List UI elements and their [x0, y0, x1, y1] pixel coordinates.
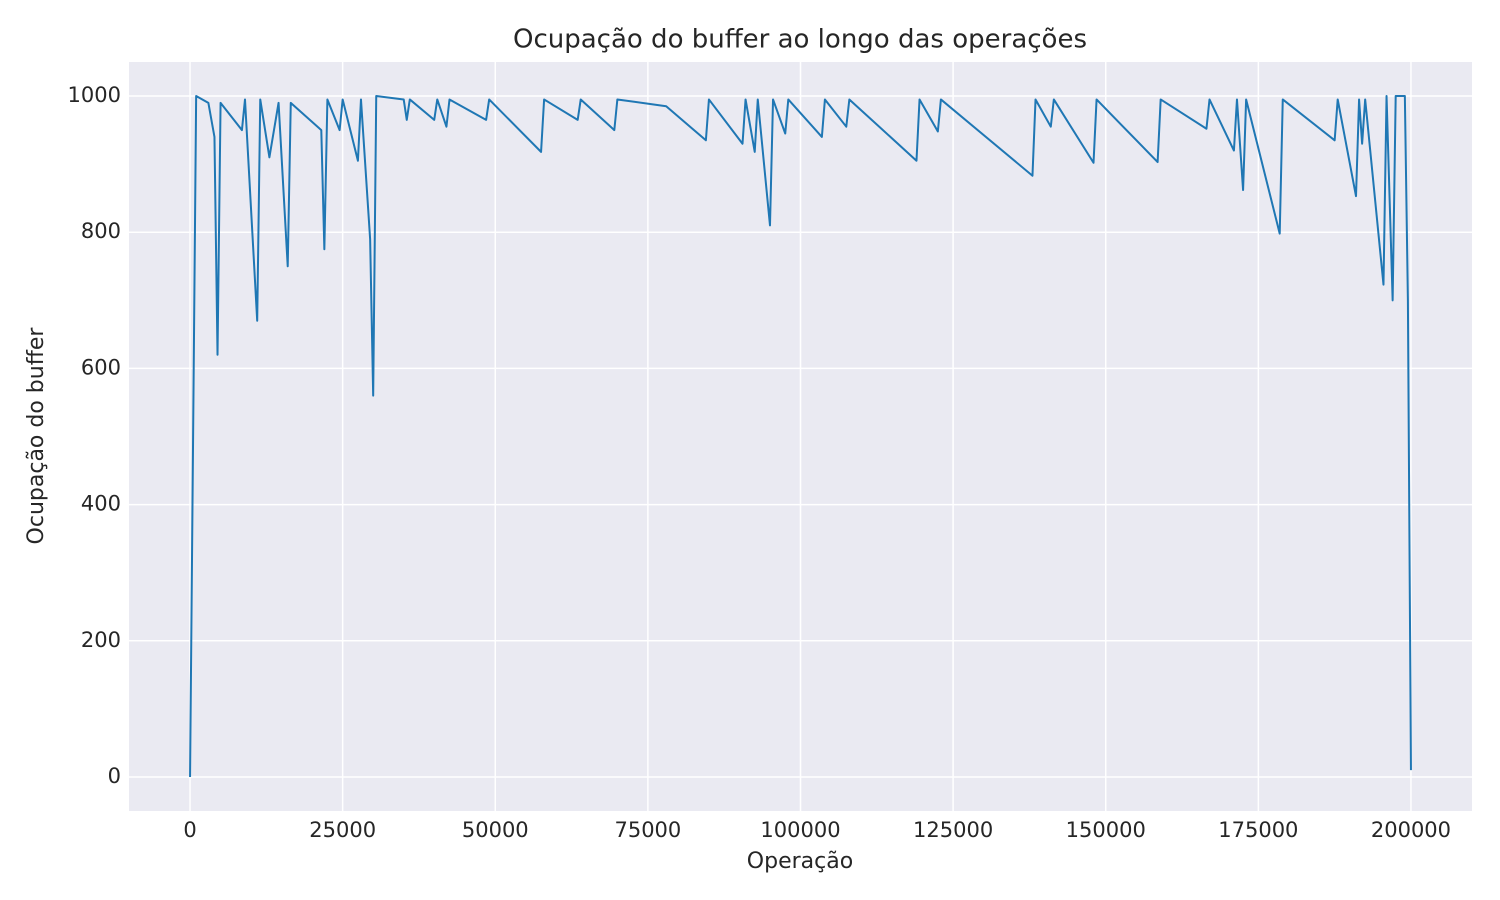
- y-tick-label: 600: [81, 355, 121, 379]
- x-tick-label: 200000: [1371, 818, 1451, 842]
- y-tick-label: 1000: [68, 83, 121, 107]
- x-tick-label: 150000: [1066, 818, 1146, 842]
- x-tick-label: 175000: [1218, 818, 1298, 842]
- y-axis-label: Ocupação do buffer: [24, 327, 49, 545]
- y-tick-label: 800: [81, 219, 121, 243]
- x-tick-label: 75000: [614, 818, 681, 842]
- x-axis-label: Operação: [747, 849, 853, 874]
- y-tick-label: 400: [81, 492, 121, 516]
- data-line: [189, 95, 1412, 777]
- x-tick-label: 0: [183, 818, 196, 842]
- chart-title: Ocupação do buffer ao longo das operaçõe…: [513, 25, 1087, 55]
- x-tick-label: 25000: [309, 818, 376, 842]
- y-tick-label: 0: [108, 764, 121, 788]
- x-tick-label: 100000: [760, 818, 840, 842]
- x-tick-label: 50000: [462, 818, 529, 842]
- x-tick-label: 125000: [913, 818, 993, 842]
- y-tick-label: 200: [81, 628, 121, 652]
